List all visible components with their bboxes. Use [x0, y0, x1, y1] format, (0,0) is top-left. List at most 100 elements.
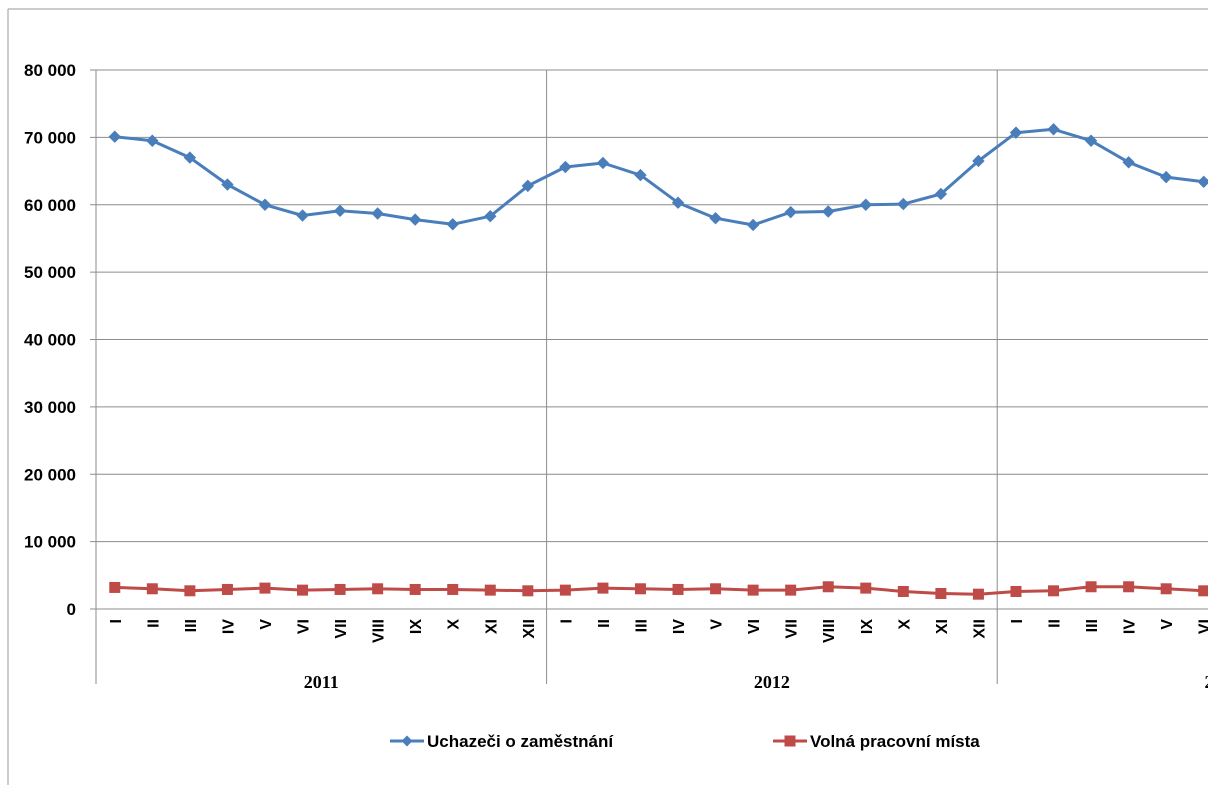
x-tick-label: XI [483, 619, 500, 634]
data-point [823, 581, 834, 592]
data-point [935, 588, 946, 599]
year-label: 2012 [754, 672, 790, 692]
data-point [710, 213, 721, 224]
data-point [1161, 583, 1172, 594]
data-point [447, 584, 458, 595]
legend-label: Uchazeči o zaměstnání [427, 732, 614, 751]
data-point [1010, 586, 1021, 597]
data-point [259, 583, 270, 594]
legend: Uchazeči o zaměstnání Volná pracovní míst… [390, 732, 980, 751]
data-point [372, 583, 383, 594]
x-tick-label: XII [971, 619, 988, 639]
data-point [109, 131, 120, 142]
data-point [522, 585, 533, 596]
data-point [1048, 585, 1059, 596]
data-point [748, 585, 759, 596]
y-tick-label: 50 000 [24, 263, 76, 282]
y-tick-label: 80 000 [24, 61, 76, 80]
data-point [372, 208, 383, 219]
data-point [335, 584, 346, 595]
y-tick-label: 20 000 [24, 465, 76, 484]
data-point [297, 210, 308, 221]
data-point [860, 583, 871, 594]
year-label: 2013 [1205, 672, 1208, 692]
data-point [297, 585, 308, 596]
data-point [410, 584, 421, 595]
x-tick-label: I [108, 619, 125, 623]
data-point [1198, 176, 1208, 187]
legend-label: Volná pracovní místa [810, 732, 980, 751]
x-tick-label: XII [521, 619, 538, 639]
x-tick-label: II [1047, 619, 1064, 628]
x-tick-label: I [558, 619, 575, 623]
data-point [1123, 581, 1134, 592]
data-point [785, 207, 796, 218]
x-tick-label: VII [784, 619, 801, 639]
data-point [710, 583, 721, 594]
data-point [560, 162, 571, 173]
series-line [115, 124, 1208, 225]
x-tick-label: XI [934, 619, 951, 634]
y-tick-label: 40 000 [24, 331, 76, 350]
data-point [635, 583, 646, 594]
x-tick-label: III [633, 619, 650, 632]
data-point [597, 157, 608, 168]
data-point [259, 199, 270, 210]
data-point [823, 206, 834, 217]
x-tick-label: IV [220, 619, 237, 634]
x-tick-label: IV [1122, 619, 1139, 634]
data-point [898, 586, 909, 597]
data-point [147, 583, 158, 594]
data-point [1198, 585, 1208, 596]
x-tick-label: I [1009, 619, 1026, 623]
data-point [485, 585, 496, 596]
legend-marker [785, 736, 796, 747]
data-point [748, 219, 759, 230]
data-point [973, 589, 984, 600]
data-point [1086, 581, 1097, 592]
data-point [184, 585, 195, 596]
x-tick-label: V [1159, 619, 1176, 630]
data-point [1161, 172, 1172, 183]
data-point [222, 584, 233, 595]
data-point [447, 219, 458, 230]
x-tick-label: IX [408, 619, 425, 634]
x-tick-label: X [896, 619, 913, 630]
data-point [898, 199, 909, 210]
data-point [597, 583, 608, 594]
year-group-labels: 2011 2012 2013 [304, 672, 1208, 692]
x-tick-label: VII [333, 619, 350, 639]
data-point [1048, 124, 1059, 135]
x-tick-label: VI [1197, 619, 1208, 634]
y-tick-label: 0 [67, 600, 76, 619]
x-tick-label: II [145, 619, 162, 628]
x-tick-label: II [596, 619, 613, 628]
x-tick-label: VIII [371, 619, 388, 643]
x-tick-label: X [446, 619, 463, 630]
x-tick-label: III [183, 619, 200, 632]
data-point [673, 584, 684, 595]
data-point [860, 199, 871, 210]
data-point [410, 214, 421, 225]
data-point [109, 582, 120, 593]
year-label: 2011 [304, 672, 339, 692]
series-line [115, 587, 1208, 594]
x-tick-label: IX [859, 619, 876, 634]
data-point [335, 205, 346, 216]
x-tick-label: III [1084, 619, 1101, 632]
x-tick-label: IV [671, 619, 688, 634]
x-tick-label: VI [296, 619, 313, 634]
x-tick-label: VIII [821, 619, 838, 643]
y-tick-label: 10 000 [24, 533, 76, 552]
gridlines [90, 70, 1208, 609]
x-tick-label: VI [746, 619, 763, 634]
x-tick-label: V [258, 619, 275, 630]
legend-marker [402, 736, 413, 747]
y-tick-label: 70 000 [24, 128, 76, 147]
data-point [785, 585, 796, 596]
y-tick-label: 60 000 [24, 196, 76, 215]
